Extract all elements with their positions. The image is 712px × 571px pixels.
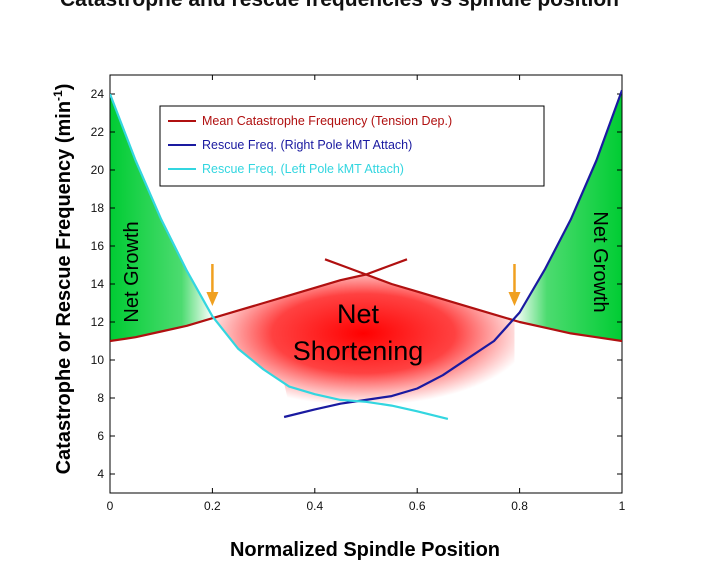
arrow-head bbox=[206, 292, 219, 306]
x-tick-label: 1 bbox=[619, 499, 626, 513]
arrows bbox=[206, 264, 521, 306]
y-tick-label: 14 bbox=[91, 277, 105, 291]
y-axis-title-close: ) bbox=[53, 84, 75, 91]
rescue-left-line bbox=[110, 93, 449, 420]
rescue-right-line bbox=[283, 89, 622, 419]
y-tick-label: 16 bbox=[91, 239, 105, 253]
y-tick-label: 24 bbox=[91, 87, 105, 101]
net-growth-left-label: Net Growth bbox=[121, 221, 143, 322]
y-axis-title: Catastrophe or Rescue Frequency (min-1) bbox=[51, 84, 75, 475]
net-growth-right-fill bbox=[514, 90, 622, 341]
net-growth-right-label: Net Growth bbox=[589, 211, 611, 312]
x-tick-label: 0.8 bbox=[511, 499, 528, 513]
net-shortening-label-line2: Shortening bbox=[293, 336, 424, 366]
net-shortening-fill bbox=[212, 274, 515, 406]
x-axis-title: Normalized Spindle Position bbox=[230, 539, 500, 561]
x-tick-label: 0.6 bbox=[409, 499, 426, 513]
region-labels: Net Growth Net Growth Net Shortening bbox=[121, 211, 611, 366]
y-tick-label: 4 bbox=[97, 467, 104, 481]
y-tick-label: 6 bbox=[97, 429, 104, 443]
y-tick-label: 22 bbox=[91, 125, 105, 139]
x-tick-label: 0.2 bbox=[204, 499, 221, 513]
catastrophe-extension-line bbox=[324, 258, 408, 276]
legend-box bbox=[159, 105, 545, 187]
legend: Mean Catastrophe Frequency (Tension Dep.… bbox=[159, 105, 545, 187]
series-lines bbox=[110, 89, 622, 420]
y-axis-title-superscript: -1 bbox=[51, 90, 65, 101]
y-tick-label: 12 bbox=[91, 315, 105, 329]
legend-catastrophe-label: Mean Catastrophe Frequency (Tension Dep.… bbox=[202, 114, 452, 128]
legend-rescue-left-label: Rescue Freq. (Left Pole kMT Attach) bbox=[202, 162, 404, 176]
net-shortening-label-line1: Net bbox=[337, 299, 380, 329]
region-fills bbox=[110, 90, 622, 406]
legend-rescue-right-label: Rescue Freq. (Right Pole kMT Attach) bbox=[202, 138, 412, 152]
arrow-head bbox=[508, 292, 521, 306]
y-tick-label: 20 bbox=[91, 163, 105, 177]
x-tick-label: 0 bbox=[107, 499, 114, 513]
y-tick-label: 18 bbox=[91, 201, 105, 215]
x-tick-label: 0.4 bbox=[306, 499, 323, 513]
y-tick-label: 10 bbox=[91, 353, 105, 367]
y-axis-title-main: Catastrophe or Rescue Frequency (min bbox=[53, 101, 75, 474]
y-tick-label: 8 bbox=[97, 391, 104, 405]
net-growth-left-fill bbox=[110, 94, 213, 341]
top-cut-text: Catastrophe and rescue frequencies vs sp… bbox=[60, 0, 619, 11]
